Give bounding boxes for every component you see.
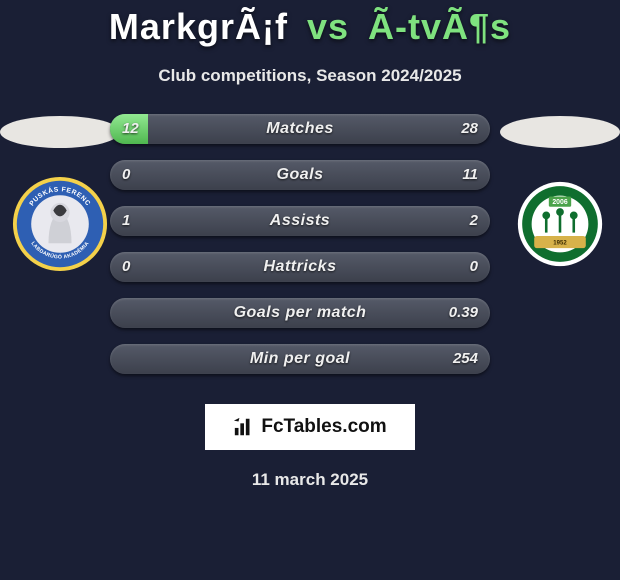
stat-value-right: 2 — [470, 206, 478, 236]
stat-label: Matches — [110, 114, 490, 144]
left-flag-ellipse — [0, 116, 120, 148]
stat-value-right: 254 — [453, 344, 478, 374]
bar-chart-icon — [233, 416, 255, 438]
stat-row: Min per goal254 — [110, 344, 490, 374]
stat-label: Goals — [110, 160, 490, 190]
stat-label: Goals per match — [110, 298, 490, 328]
footer-brand-badge[interactable]: FcTables.com — [205, 404, 415, 450]
subtitle: Club competitions, Season 2024/2025 — [0, 66, 620, 86]
left-team-column: PUSKÁS FERENC LABDARÚGÓ AKADÉMIA — [0, 114, 120, 274]
right-team-logo: 2006 1952 — [510, 174, 610, 274]
stat-label: Assists — [110, 206, 490, 236]
right-team-column: 2006 1952 — [500, 114, 620, 274]
vs-separator: vs — [307, 6, 349, 47]
paks-crest-icon: 2006 1952 — [517, 181, 603, 267]
player2-name: Ã-tvÃ¶s — [368, 6, 511, 47]
left-team-logo: PUSKÁS FERENC LABDARÚGÓ AKADÉMIA — [10, 174, 110, 274]
stat-value-right: 0.39 — [449, 298, 478, 328]
stat-row: 0Hattricks0 — [110, 252, 490, 282]
stat-value-right: 11 — [462, 160, 478, 190]
stat-row: 1Assists2 — [110, 206, 490, 236]
stats-bars: 12Matches280Goals111Assists20Hattricks0G… — [110, 114, 490, 390]
brand-text: FcTables.com — [261, 416, 386, 438]
brand-inner: FcTables.com — [233, 416, 386, 438]
puskas-crest-icon: PUSKÁS FERENC LABDARÚGÓ AKADÉMIA — [12, 176, 108, 272]
stat-row: 12Matches28 — [110, 114, 490, 144]
stat-value-right: 28 — [461, 114, 478, 144]
player1-name: MarkgrÃ¡f — [109, 6, 288, 47]
stat-label: Hattricks — [110, 252, 490, 282]
svg-text:2006: 2006 — [552, 199, 567, 206]
stat-row: Goals per match0.39 — [110, 298, 490, 328]
stat-label: Min per goal — [110, 344, 490, 374]
comparison-title: MarkgrÃ¡f vs Ã-tvÃ¶s — [0, 0, 620, 48]
stat-value-right: 0 — [470, 252, 478, 282]
stat-row: 0Goals11 — [110, 160, 490, 190]
date-line: 11 march 2025 — [0, 470, 620, 490]
right-flag-ellipse — [500, 116, 620, 148]
svg-text:1952: 1952 — [553, 241, 567, 247]
comparison-content: PUSKÁS FERENC LABDARÚGÓ AKADÉMIA 2006 — [0, 114, 620, 394]
